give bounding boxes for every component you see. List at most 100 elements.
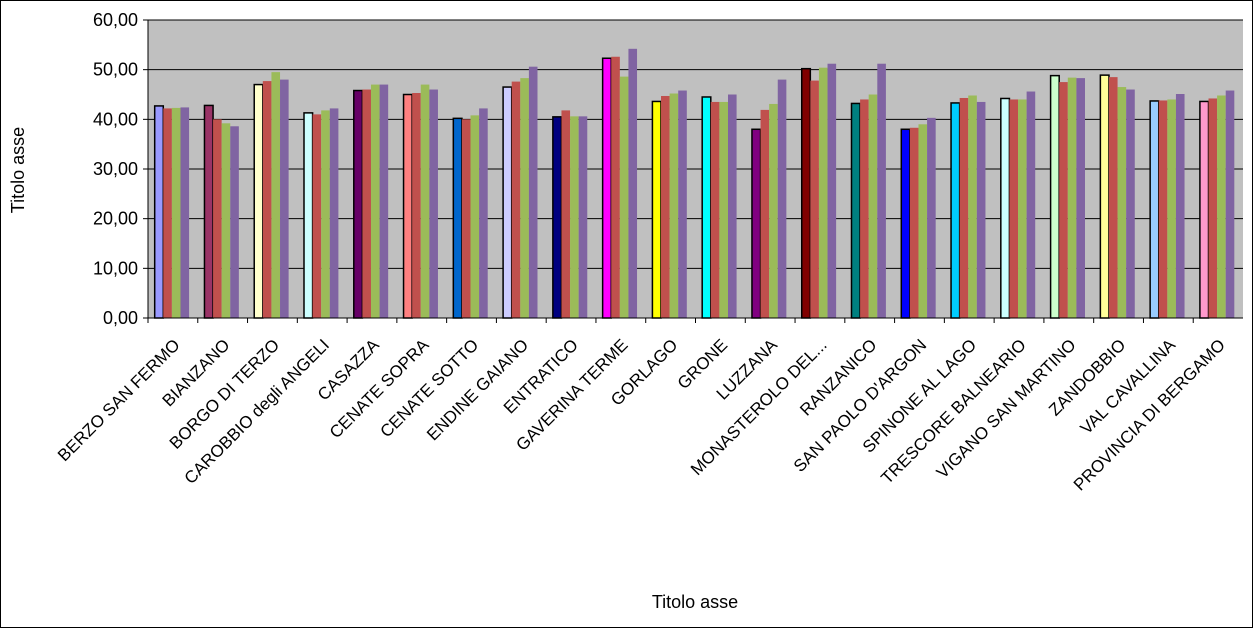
bar xyxy=(203,104,214,319)
bar xyxy=(312,114,322,319)
y-tick-label: 20,00 xyxy=(93,209,138,229)
bar xyxy=(221,123,231,318)
y-axis-title: Titolo asse xyxy=(8,127,28,213)
bar xyxy=(619,76,629,319)
bar xyxy=(1026,91,1036,319)
bar xyxy=(1076,78,1085,318)
bar xyxy=(1099,74,1110,319)
bar xyxy=(402,93,413,319)
bar xyxy=(710,101,720,318)
y-tick-label: 30,00 xyxy=(93,159,138,179)
bar xyxy=(171,107,181,318)
bar xyxy=(511,81,521,318)
bar xyxy=(230,126,239,318)
bar xyxy=(253,83,264,319)
bar xyxy=(1225,90,1235,318)
bar xyxy=(611,56,620,318)
bar xyxy=(669,93,679,318)
bar xyxy=(810,80,819,318)
bar xyxy=(1126,89,1135,318)
bar xyxy=(1199,100,1210,319)
bar xyxy=(420,84,430,318)
bar xyxy=(927,117,936,318)
bar xyxy=(578,116,588,318)
y-tick-label: 10,00 xyxy=(93,258,138,278)
bar xyxy=(850,102,861,319)
bar xyxy=(827,63,837,319)
bar xyxy=(1117,87,1127,318)
bar xyxy=(452,117,463,319)
bar xyxy=(502,86,513,319)
bar xyxy=(860,99,869,318)
bar xyxy=(271,72,281,319)
bar xyxy=(877,63,886,319)
y-tick-label: 60,00 xyxy=(93,10,138,30)
bar xyxy=(561,110,571,318)
bar xyxy=(868,94,878,318)
bar xyxy=(719,101,728,318)
bar xyxy=(1158,100,1168,319)
bar xyxy=(570,116,579,318)
bar xyxy=(628,48,638,319)
bar xyxy=(1175,94,1185,318)
bar xyxy=(362,89,371,318)
bar xyxy=(1149,100,1160,319)
bar xyxy=(163,108,172,318)
bar xyxy=(1108,77,1118,319)
bar xyxy=(470,115,480,318)
bar xyxy=(552,116,563,319)
bar xyxy=(678,90,687,318)
bar xyxy=(800,67,812,319)
bar xyxy=(1000,97,1011,319)
bar xyxy=(280,79,289,318)
bar xyxy=(1167,99,1176,318)
bar xyxy=(976,101,986,318)
bar xyxy=(479,108,488,318)
bar xyxy=(1018,99,1027,318)
bar xyxy=(262,81,272,318)
bar xyxy=(968,95,977,319)
y-axis-ticks: 0,00 10,00 20,00 30,00 40,00 50,00 60,00 xyxy=(93,10,148,328)
bar xyxy=(461,119,471,318)
bar xyxy=(370,84,380,318)
bar xyxy=(909,127,919,318)
bar xyxy=(777,79,787,318)
bar xyxy=(1067,77,1077,318)
bar xyxy=(353,89,364,319)
bar xyxy=(1009,99,1019,318)
bar xyxy=(429,89,438,318)
bar xyxy=(321,110,330,318)
bar xyxy=(959,97,969,318)
y-tick-label: 0,00 xyxy=(103,308,138,328)
bar xyxy=(661,95,670,319)
bar xyxy=(303,112,314,319)
bar xyxy=(651,100,662,319)
y-tick-label: 50,00 xyxy=(93,60,138,80)
bar xyxy=(520,78,529,318)
bar xyxy=(1217,95,1226,319)
bar xyxy=(751,128,762,319)
bar xyxy=(213,119,222,318)
bar xyxy=(329,108,339,318)
bar xyxy=(379,84,389,318)
bar xyxy=(727,94,737,318)
bar xyxy=(701,96,712,319)
bar xyxy=(1208,98,1218,318)
y-tick-label: 40,00 xyxy=(93,109,138,129)
bar xyxy=(818,67,828,319)
bar xyxy=(1049,74,1060,319)
bar xyxy=(900,128,911,319)
bar xyxy=(601,57,612,319)
bar xyxy=(180,107,190,318)
bar xyxy=(769,103,778,318)
x-axis-title: Titolo asse xyxy=(652,592,738,612)
bar xyxy=(153,105,165,319)
bar xyxy=(1059,82,1068,318)
bar xyxy=(760,109,770,319)
bar xyxy=(412,93,421,318)
bar xyxy=(950,102,961,319)
bar xyxy=(528,66,538,318)
bar xyxy=(918,124,928,318)
